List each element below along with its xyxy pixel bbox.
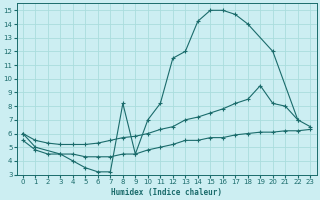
- X-axis label: Humidex (Indice chaleur): Humidex (Indice chaleur): [111, 188, 222, 197]
